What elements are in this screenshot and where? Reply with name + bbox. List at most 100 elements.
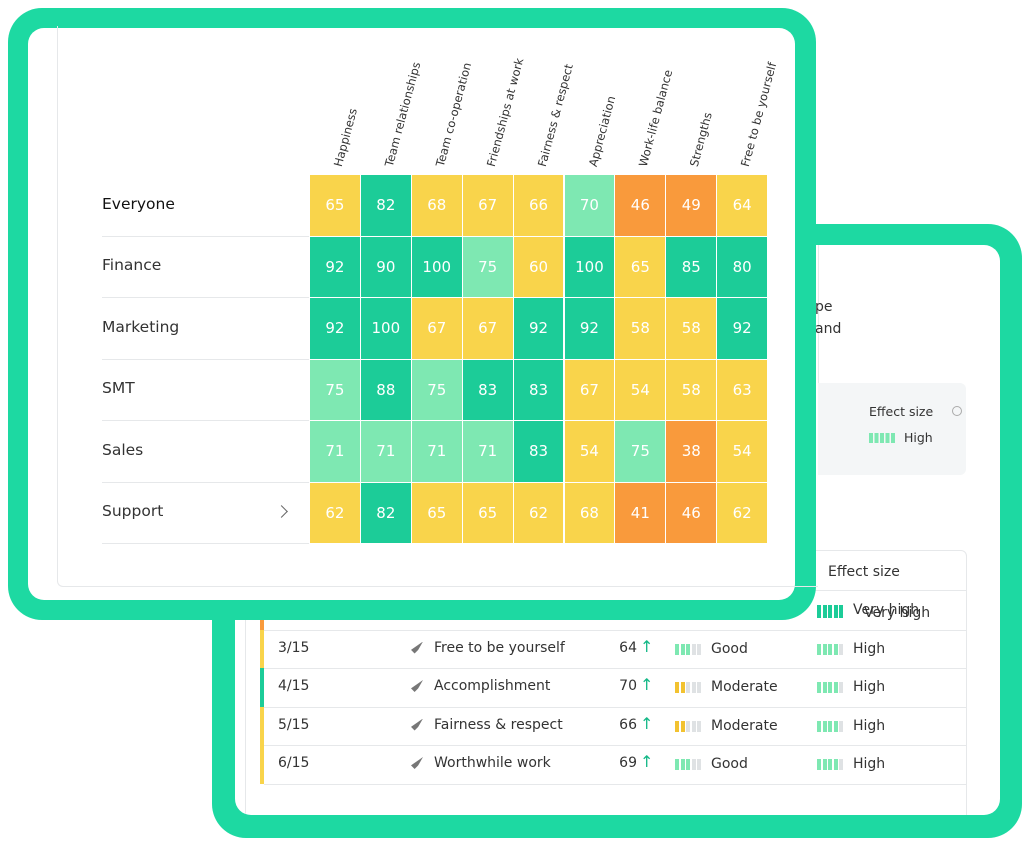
bar-segment — [675, 682, 679, 693]
row-accent — [260, 706, 264, 745]
heatmap-cell: 68 — [563, 481, 616, 544]
quality: Good — [711, 640, 748, 657]
trend: ↑ — [640, 636, 654, 656]
heatmap-cell: 62 — [512, 481, 565, 544]
heatmap-cell: 100 — [563, 235, 616, 298]
heatmap-cell: 58 — [614, 297, 667, 360]
topic-name: Fairness & respect — [434, 716, 563, 733]
quality: Good — [711, 756, 748, 772]
trend: ↑ — [640, 675, 654, 694]
topic-icon — [411, 641, 423, 654]
bar-segment — [686, 720, 691, 732]
topic-name: Accomplishment — [434, 678, 551, 694]
effect: High — [853, 640, 886, 657]
heatmap-cell: 75 — [410, 358, 463, 421]
effect-panel: Effect size High — [818, 383, 966, 475]
effect: High — [853, 679, 886, 695]
bar-segment — [817, 643, 821, 655]
bar-segment — [686, 682, 691, 693]
heatmap-cell: 75 — [614, 420, 667, 483]
heatmap-cell: 82 — [359, 481, 412, 544]
heatmap-cell: 58 — [665, 297, 718, 360]
bar-segment — [680, 643, 685, 655]
first-row-effect-bars — [817, 607, 845, 618]
bar-segment — [691, 759, 696, 770]
heatmap-cell: 66 — [512, 174, 565, 237]
score: 66 — [619, 716, 637, 733]
info-icon — [952, 406, 962, 416]
row-label: Marketing — [102, 317, 180, 336]
front-card-body: Happiness Team relationships Team co-opera… — [28, 26, 818, 600]
panel-outline — [57, 26, 818, 587]
heatmap-cell: 41 — [614, 481, 667, 544]
heatmap-cell: 67 — [410, 297, 463, 360]
bar-segment — [675, 759, 679, 770]
heatmap-cell: 88 — [359, 358, 412, 421]
bar-segment — [833, 682, 838, 693]
row-divider — [264, 668, 966, 669]
bar-segment — [822, 682, 827, 693]
heatmap-cell: 83 — [512, 358, 565, 421]
bar-segment — [822, 759, 827, 770]
front-card: Happiness Team relationships Team co-opera… — [8, 8, 818, 620]
heatmap-cell: 62 — [716, 481, 769, 544]
heatmap-cell: 63 — [716, 358, 769, 421]
heatmap-cell: 92 — [309, 235, 361, 298]
bar-segment — [817, 682, 821, 693]
row-divider — [264, 629, 966, 631]
column-header: Effect size — [828, 564, 900, 580]
bar-segment — [691, 643, 696, 655]
topic-icon — [411, 718, 423, 731]
bar-segment — [697, 682, 702, 693]
bar-segment — [839, 720, 844, 732]
heatmap-cell: 60 — [512, 235, 565, 298]
effect: Very high — [853, 602, 920, 618]
bar-segment — [675, 643, 679, 655]
heatmap-cell: 58 — [665, 358, 718, 421]
heatmap-cell: 65 — [309, 174, 361, 237]
row-label: Sales — [102, 440, 144, 459]
score: 64 — [619, 639, 637, 656]
bar-segment — [839, 643, 844, 655]
topic-name: Worthwhile work — [434, 755, 551, 771]
effect-bars — [817, 682, 845, 693]
heatmap-cell: 92 — [716, 297, 769, 360]
bar-segment — [822, 720, 827, 732]
effect-text: Very high — [864, 605, 931, 621]
heatmap-cell: 65 — [410, 481, 463, 544]
heatmap-cell: 70 — [563, 174, 616, 237]
text-fragment: and — [815, 321, 842, 337]
bar-segment — [697, 759, 702, 770]
bar-segment — [697, 720, 702, 732]
row-divider — [264, 706, 966, 708]
heatmap-cell: 80 — [716, 235, 769, 298]
text-fragment: pe — [815, 299, 833, 315]
heatmap-cell: 62 — [309, 481, 361, 544]
heatmap-cell: 92 — [512, 297, 565, 360]
heatmap-cell: 90 — [359, 235, 412, 298]
effect: High — [853, 756, 886, 772]
heatmap-cell: 75 — [309, 358, 361, 421]
heatmap-cell: 65 — [614, 235, 667, 298]
heatmap-cell: 92 — [309, 297, 361, 360]
row-label: Support — [102, 502, 164, 521]
effect-bars — [817, 643, 845, 655]
heatmap-cell: 67 — [563, 358, 616, 421]
row-accent — [260, 745, 264, 784]
heatmap-cell: 46 — [614, 174, 667, 237]
heatmap-cell: 54 — [563, 420, 616, 483]
row-label: Finance — [102, 256, 162, 275]
heatmap-cell: 54 — [614, 358, 667, 421]
heatmap-cell: 82 — [359, 174, 412, 237]
rank: 4/15 — [278, 678, 310, 694]
heatmap-cell: 71 — [410, 420, 463, 483]
effect-label: Effect size — [869, 404, 934, 419]
row-divider — [264, 745, 966, 746]
bar-segment — [817, 607, 821, 618]
bar-segment — [839, 682, 844, 693]
heatmap-cell: 38 — [665, 420, 718, 483]
heatmap-cell: 49 — [665, 174, 718, 237]
heatmap-cell: 100 — [359, 297, 412, 360]
trend: ↑ — [640, 713, 654, 733]
